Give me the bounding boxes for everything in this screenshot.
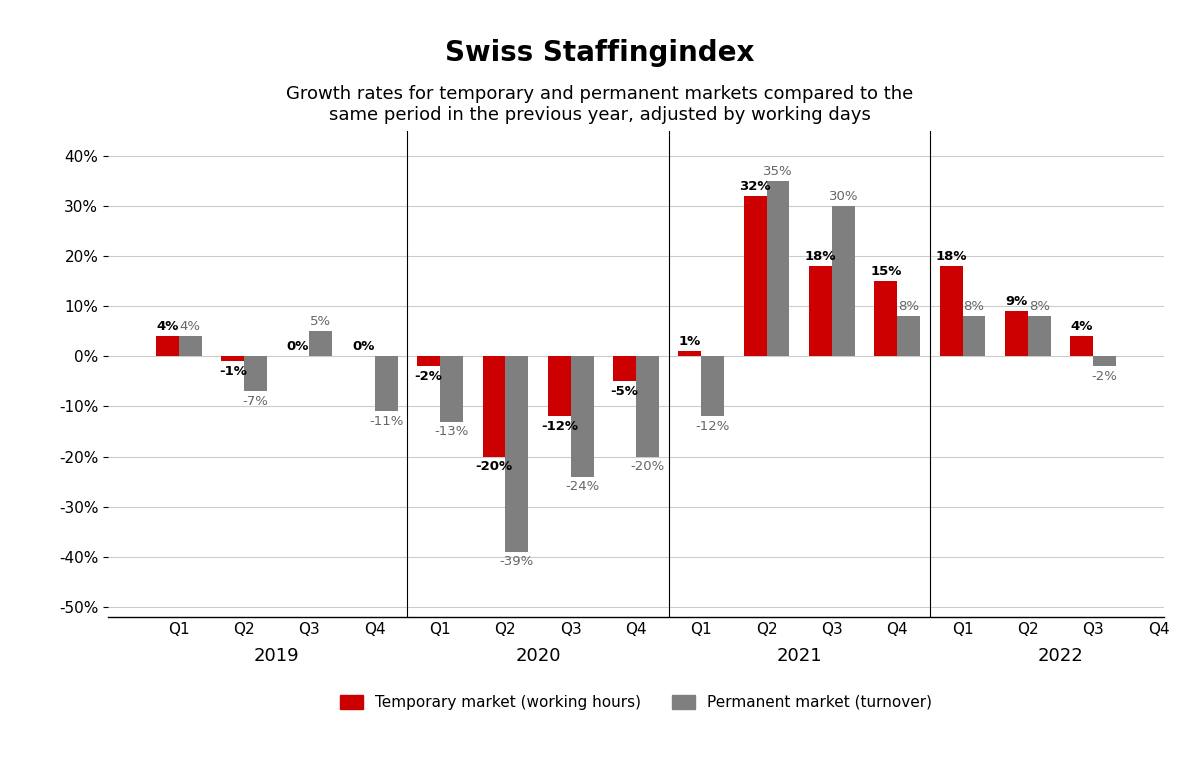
Bar <box>244 356 268 392</box>
Text: 8%: 8% <box>964 300 984 313</box>
Text: 30%: 30% <box>828 190 858 203</box>
Bar <box>179 336 202 356</box>
Bar <box>1093 356 1116 366</box>
Text: 8%: 8% <box>1028 300 1050 313</box>
Text: 8%: 8% <box>898 300 919 313</box>
Bar <box>962 316 985 356</box>
Text: Swiss Staffingindex: Swiss Staffingindex <box>445 39 755 66</box>
Text: -2%: -2% <box>415 370 443 383</box>
Text: 5%: 5% <box>311 315 331 328</box>
Text: 18%: 18% <box>805 250 836 263</box>
Bar <box>636 356 659 456</box>
Text: 35%: 35% <box>763 165 793 177</box>
Bar <box>571 356 594 476</box>
Text: 4%: 4% <box>156 320 179 333</box>
Text: -11%: -11% <box>370 415 403 428</box>
Text: 0%: 0% <box>287 340 310 353</box>
Bar <box>505 356 528 552</box>
Text: 32%: 32% <box>739 180 770 193</box>
Bar <box>1070 336 1093 356</box>
Text: 4%: 4% <box>1070 320 1093 333</box>
Text: -2%: -2% <box>1092 370 1117 383</box>
Text: -39%: -39% <box>499 555 534 568</box>
Bar <box>548 356 571 416</box>
Text: 15%: 15% <box>870 264 901 278</box>
Text: -7%: -7% <box>242 395 269 408</box>
Text: -12%: -12% <box>696 420 730 433</box>
Bar <box>374 356 397 412</box>
Legend: Temporary market (working hours), Permanent market (turnover): Temporary market (working hours), Perman… <box>334 689 938 716</box>
Text: -20%: -20% <box>630 460 665 473</box>
Bar <box>310 332 332 356</box>
Text: 1%: 1% <box>679 335 701 348</box>
Text: 9%: 9% <box>1006 295 1027 308</box>
Bar <box>1028 316 1051 356</box>
Text: 18%: 18% <box>935 250 967 263</box>
Bar <box>156 336 179 356</box>
Bar <box>832 206 854 356</box>
Text: 2021: 2021 <box>776 647 822 665</box>
Bar <box>940 266 962 356</box>
Bar <box>701 356 724 416</box>
Bar <box>744 196 767 356</box>
Bar <box>418 356 440 366</box>
Text: -20%: -20% <box>475 460 512 473</box>
Bar <box>898 316 920 356</box>
Text: -24%: -24% <box>565 480 599 493</box>
Bar <box>875 281 898 356</box>
Text: -12%: -12% <box>541 420 577 433</box>
Text: 2020: 2020 <box>515 647 560 665</box>
Bar <box>221 356 244 362</box>
Bar <box>678 352 701 356</box>
Bar <box>809 266 832 356</box>
Text: -13%: -13% <box>434 425 469 438</box>
Text: 2019: 2019 <box>254 647 300 665</box>
Text: Growth rates for temporary and permanent markets compared to the
same period in : Growth rates for temporary and permanent… <box>287 85 913 123</box>
Text: -5%: -5% <box>611 385 638 398</box>
Bar <box>440 356 463 422</box>
Text: 4%: 4% <box>180 320 200 333</box>
Text: -1%: -1% <box>218 365 247 378</box>
Bar <box>613 356 636 382</box>
Bar <box>1004 311 1028 356</box>
Text: 2022: 2022 <box>1038 647 1084 665</box>
Bar <box>767 181 790 356</box>
Text: 0%: 0% <box>352 340 374 353</box>
Bar <box>482 356 505 456</box>
